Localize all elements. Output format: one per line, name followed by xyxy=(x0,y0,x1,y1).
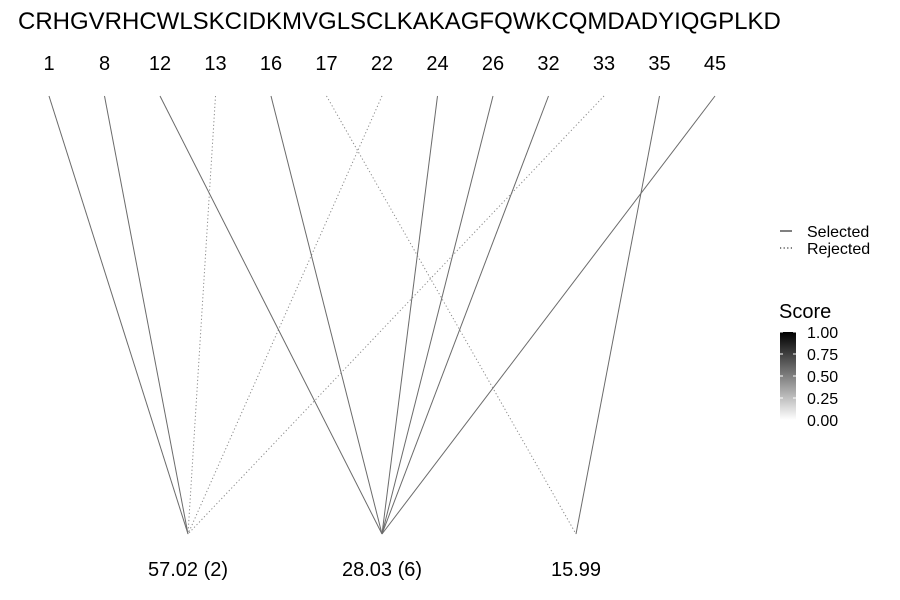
position-label: 32 xyxy=(537,53,559,75)
score-tick-label: 0.50 xyxy=(807,369,838,386)
selected-link xyxy=(381,95,438,535)
score-title: Score xyxy=(779,301,831,323)
selected-link xyxy=(104,95,189,535)
selected-link xyxy=(270,95,383,535)
sequence-title: CRHGVRHCWLSKCIDKMVGLSCLKAKAGFQWKCQMDADYI… xyxy=(18,8,781,35)
position-label: 22 xyxy=(371,53,393,75)
legend-selected-label: Selected xyxy=(807,224,869,241)
score-tick-label: 0.25 xyxy=(807,391,838,408)
selected-link xyxy=(159,95,383,535)
score-legend: Score 1.00 0.75 0.50 0.25 0.00 xyxy=(779,301,838,430)
selected-link xyxy=(575,95,660,535)
position-label: 35 xyxy=(648,53,670,75)
position-label: 1 xyxy=(43,53,54,75)
position-label: 26 xyxy=(482,53,504,75)
position-labels: 1 8 12 13 16 17 22 24 26 32 33 35 45 xyxy=(43,53,726,75)
position-label: 16 xyxy=(260,53,282,75)
position-label: 45 xyxy=(704,53,726,75)
rejected-link xyxy=(187,95,216,535)
mass-label: 57.02 (2) xyxy=(148,559,228,581)
score-colorbar xyxy=(780,332,796,420)
mass-label: 15.99 xyxy=(551,559,601,581)
score-tick-label: 1.00 xyxy=(807,325,838,342)
position-label: 17 xyxy=(315,53,337,75)
legend: Selected Rejected xyxy=(780,224,870,258)
links-group xyxy=(48,95,716,535)
position-label: 33 xyxy=(593,53,615,75)
position-label: 8 xyxy=(99,53,110,75)
score-tick-label: 0.75 xyxy=(807,347,838,364)
position-label: 24 xyxy=(426,53,448,75)
rejected-link xyxy=(187,95,383,535)
selected-link xyxy=(381,95,494,535)
mass-label: 28.03 (6) xyxy=(342,559,422,581)
rejected-link xyxy=(326,95,577,535)
score-tick-label: 0.00 xyxy=(807,413,838,430)
mass-labels: 57.02 (2) 28.03 (6) 15.99 xyxy=(148,559,601,581)
selected-link xyxy=(381,95,716,535)
selected-link xyxy=(381,95,549,535)
position-label: 13 xyxy=(204,53,226,75)
rejected-link xyxy=(187,95,605,535)
position-label: 12 xyxy=(149,53,171,75)
selected-link xyxy=(48,95,189,535)
score-ticks: 1.00 0.75 0.50 0.25 0.00 xyxy=(780,325,838,430)
legend-rejected-label: Rejected xyxy=(807,241,870,258)
